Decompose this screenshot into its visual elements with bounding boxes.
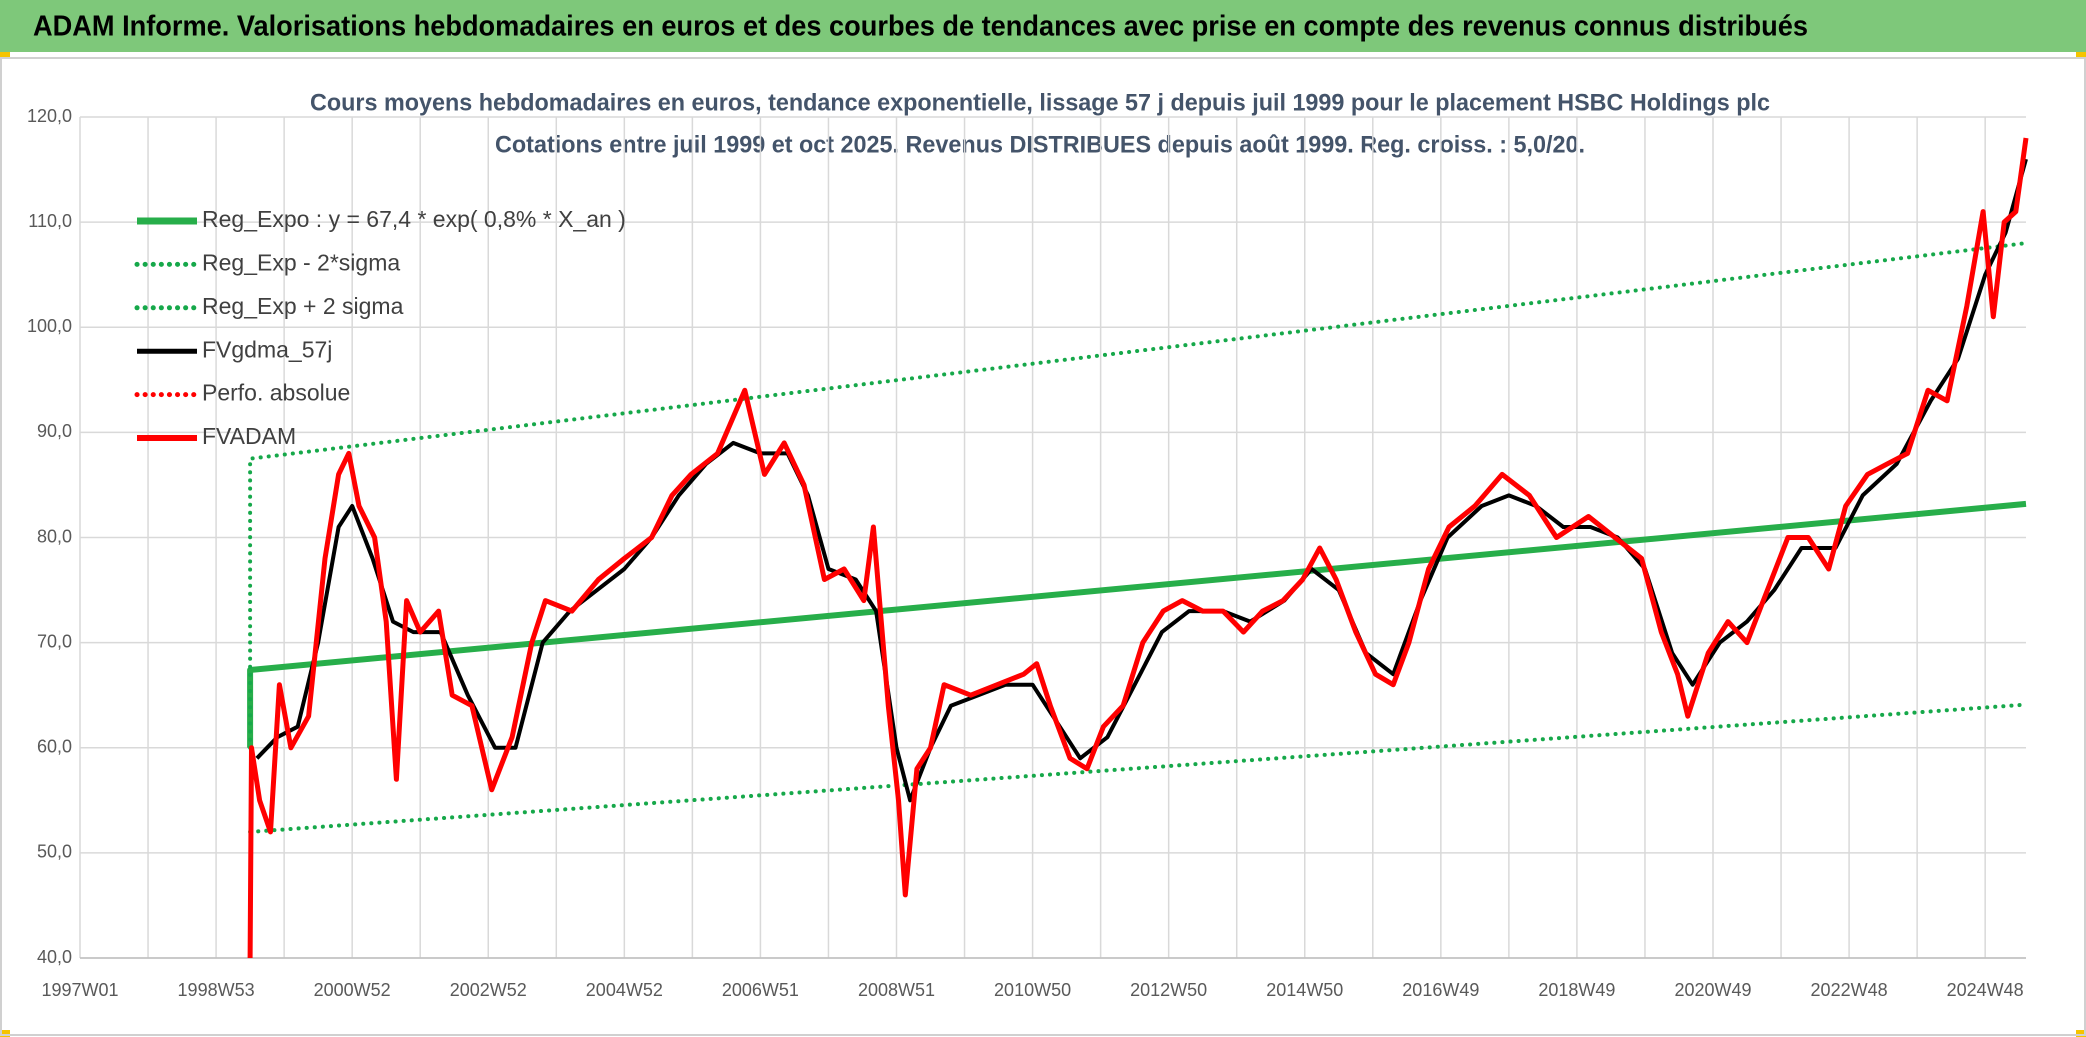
y-tick-label: 80,0: [37, 526, 72, 546]
header-title: ADAM Informe. Valorisations hebdomadaire…: [33, 11, 1808, 43]
x-tick-label: 2024W48: [1947, 980, 2024, 1000]
legend-label: Perfo. absolue: [202, 380, 350, 406]
y-tick-label: 50,0: [37, 842, 72, 862]
x-tick-label: 2022W48: [1811, 980, 1888, 1000]
y-tick-label: 120,0: [27, 106, 72, 126]
series-layer: [247, 137, 2029, 959]
chart-frame: [0, 57, 2086, 1036]
corner-mark: [2076, 52, 2086, 58]
x-tick-label: 2020W49: [1674, 980, 1751, 1000]
chart-subtitle: Cotations entre juil 1999 et oct 2025. R…: [495, 131, 1585, 158]
header-bar: [0, 0, 2086, 52]
x-tick-label: 1998W53: [178, 980, 255, 1000]
x-tick-label: 2016W49: [1402, 980, 1479, 1000]
corner-mark: [0, 52, 10, 58]
legend-label: Reg_Expo : y = 67,4 * exp( 0,8% * X_an ): [202, 206, 626, 232]
y-tick-label: 100,0: [27, 316, 72, 336]
y-tick-label: 110,0: [28, 211, 72, 231]
x-tick-label: 1997W01: [41, 980, 118, 1000]
legend-label: FVADAM: [202, 423, 296, 449]
x-tick-label: 2010W50: [994, 980, 1071, 1000]
series-line: [248, 702, 2028, 834]
y-tick-label: 90,0: [37, 421, 72, 441]
legend-label: Reg_Exp - 2*sigma: [202, 249, 400, 275]
chart-title: Cours moyens hebdomadaires en euros, ten…: [310, 89, 1770, 116]
x-tick-label: 2012W50: [1130, 980, 1207, 1000]
corner-mark: [0, 1030, 10, 1037]
legend-label: Reg_Exp + 2 sigma: [202, 293, 404, 319]
legend-label: FVgdma_57j: [202, 336, 332, 362]
x-tick-label: 2014W50: [1266, 980, 1343, 1000]
y-tick-label: 40,0: [37, 947, 72, 967]
y-tick-label: 60,0: [37, 737, 72, 757]
series-line: [255, 158, 2028, 803]
series-line: [247, 137, 2029, 959]
x-tick-label: 2008W51: [858, 980, 935, 1000]
corner-mark: [2076, 1030, 2086, 1037]
x-tick-label: 2004W52: [586, 980, 663, 1000]
x-tick-label: 2006W51: [722, 980, 799, 1000]
series-line: [248, 241, 2028, 750]
legend: Reg_Expo : y = 67,4 * exp( 0,8% * X_an )…: [134, 206, 626, 449]
y-tick-label: 70,0: [37, 631, 72, 651]
x-tick-label: 2002W52: [450, 980, 527, 1000]
x-tick-label: 2018W49: [1538, 980, 1615, 1000]
x-tick-label: 2000W52: [314, 980, 391, 1000]
